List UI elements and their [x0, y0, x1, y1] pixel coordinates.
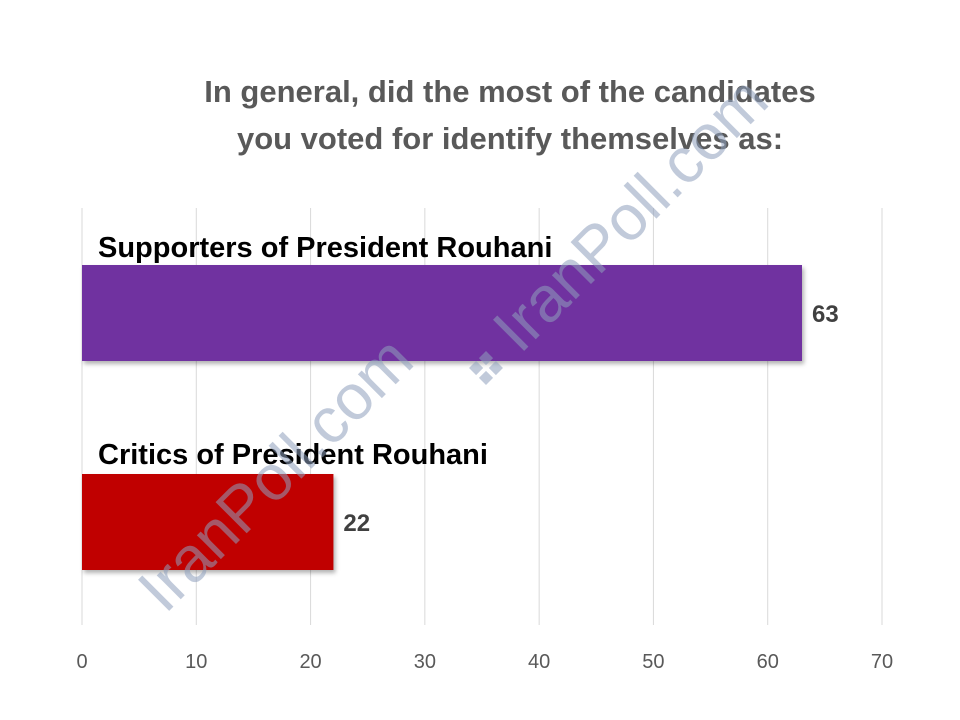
x-tick-label-40: 40	[528, 651, 550, 673]
category-label-critics: Critics of President Rouhani	[98, 439, 488, 471]
x-tick-label-10: 10	[185, 651, 207, 673]
data-label-critics: 22	[343, 510, 370, 537]
bars	[82, 265, 802, 570]
x-tick-label-0: 0	[76, 651, 87, 673]
data-label-supporters: 63	[812, 301, 839, 328]
x-tick-label-60: 60	[757, 651, 779, 673]
category-label-supporters: Supporters of President Rouhani	[98, 232, 552, 264]
labels: Supporters of President Rouhani 63 Critics…	[98, 232, 839, 537]
x-tick-label-50: 50	[642, 651, 664, 673]
bar-critics	[82, 474, 334, 570]
x-tick-label-30: 30	[414, 651, 436, 673]
watermark-logo-icon	[469, 351, 503, 385]
chart-title-line-1: In general, did the most of the candidat…	[204, 74, 816, 109]
x-tick-label-70: 70	[871, 651, 893, 673]
x-tick-label-20: 20	[299, 651, 321, 673]
svg-text:IranPoll.com: IranPoll.com	[124, 322, 426, 624]
x-axis-ticks: 0 10 20 30 40 50 60 70	[76, 651, 893, 673]
chart-title-line-2: you voted for identify themselves as:	[236, 121, 784, 156]
bar-supporters	[82, 265, 802, 361]
chart-title: In general, did the most of the candidat…	[140, 68, 880, 162]
watermark-1: IranPoll.com	[124, 322, 426, 624]
